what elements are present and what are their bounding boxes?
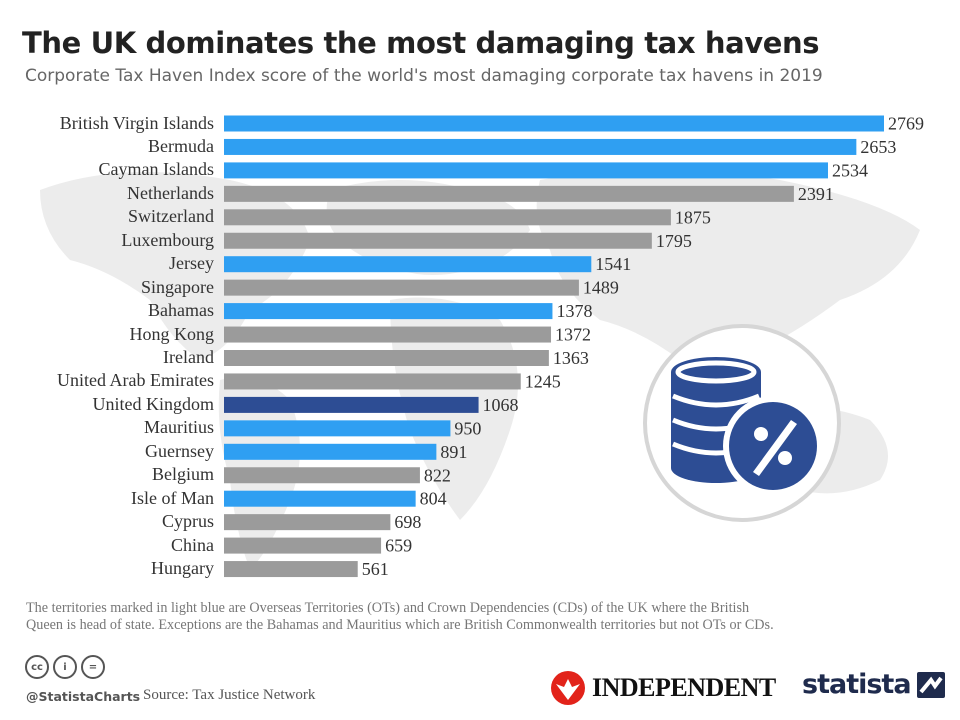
bar bbox=[224, 256, 592, 273]
bar bbox=[224, 373, 521, 390]
category-label: United Kingdom bbox=[92, 393, 215, 414]
license-icons: cc i = bbox=[25, 655, 105, 679]
category-label: Singapore bbox=[141, 276, 214, 297]
category-label: Cyprus bbox=[161, 511, 214, 532]
footnote: The territories marked in light blue are… bbox=[26, 600, 941, 634]
data-label: 1363 bbox=[553, 348, 589, 368]
data-label: 561 bbox=[362, 559, 389, 579]
bar bbox=[224, 326, 552, 343]
twitter-handle: @StatistaCharts bbox=[26, 689, 141, 704]
footnote-line-1: The territories marked in light blue are… bbox=[26, 600, 750, 616]
category-label: Luxembourg bbox=[121, 229, 214, 250]
footnote-line-2: Queen is head of state. Exceptions are t… bbox=[26, 617, 774, 633]
category-label: Ireland bbox=[163, 347, 214, 367]
category-label: Bermuda bbox=[148, 135, 214, 156]
category-label: United Arab Emirates bbox=[57, 370, 214, 391]
creative-commons-icon: cc bbox=[25, 655, 49, 679]
bar bbox=[224, 303, 553, 320]
bar bbox=[224, 443, 437, 460]
bar bbox=[224, 115, 884, 132]
data-label: 698 bbox=[394, 512, 421, 532]
statista-logo: statista bbox=[802, 669, 945, 700]
bar bbox=[224, 420, 451, 437]
bar bbox=[224, 232, 652, 249]
category-label: Belgium bbox=[152, 464, 214, 485]
data-label: 2391 bbox=[798, 184, 834, 204]
data-label: 1875 bbox=[675, 207, 711, 227]
bar bbox=[224, 561, 358, 578]
data-label: 950 bbox=[454, 418, 481, 438]
bar bbox=[224, 185, 794, 202]
category-label: Switzerland bbox=[128, 206, 214, 227]
chart-subtitle: Corporate Tax Haven Index score of the w… bbox=[25, 66, 823, 86]
data-label: 1541 bbox=[595, 254, 631, 274]
bar bbox=[224, 350, 549, 366]
category-label: Guernsey bbox=[145, 440, 214, 461]
category-label: Isle of Man bbox=[131, 487, 214, 508]
data-label: 1372 bbox=[555, 325, 591, 345]
eagle-icon bbox=[551, 671, 585, 705]
independent-wordmark: INDEPENDENT bbox=[592, 673, 776, 702]
bar bbox=[224, 514, 391, 531]
statista-wordmark: statista bbox=[802, 669, 912, 700]
data-label: 804 bbox=[420, 489, 447, 509]
data-label: 1245 bbox=[525, 371, 561, 391]
category-label: Hong Kong bbox=[129, 323, 215, 344]
data-label: 1489 bbox=[583, 278, 619, 298]
category-label: Bahamas bbox=[148, 300, 214, 321]
coin-stack-percent-icon bbox=[643, 324, 841, 522]
data-label: 1795 bbox=[656, 231, 692, 251]
chart-title: The UK dominates the most damaging tax h… bbox=[22, 26, 820, 60]
category-label: British Virgin Islands bbox=[59, 112, 214, 133]
data-label: 659 bbox=[385, 536, 412, 556]
attribution-icon: i bbox=[53, 655, 77, 679]
source-text: Source: Tax Justice Network bbox=[143, 687, 316, 703]
category-label: China bbox=[171, 534, 214, 555]
bars bbox=[224, 115, 884, 578]
data-label: 1068 bbox=[483, 395, 519, 415]
data-label: 2653 bbox=[860, 137, 896, 157]
independent-logo: INDEPENDENT bbox=[550, 670, 776, 706]
data-label: 1378 bbox=[556, 301, 592, 321]
category-label: Hungary bbox=[151, 558, 214, 579]
bar bbox=[224, 209, 671, 226]
no-derivatives-icon: = bbox=[81, 655, 105, 679]
category-label: Jersey bbox=[169, 253, 214, 274]
category-label: Cayman Islands bbox=[98, 159, 214, 180]
bar bbox=[224, 396, 479, 413]
bar bbox=[224, 467, 420, 484]
data-labels: 2769 2653 2534 2391 1875 1795 1541 1489 1378 1372… bbox=[362, 114, 924, 580]
statista-mark-icon bbox=[916, 671, 945, 698]
bar-chart: 2769 2653 2534 2391 1875 1795 1541 1489 1378 1372… bbox=[224, 114, 924, 580]
data-label: 822 bbox=[424, 465, 451, 485]
bar bbox=[224, 537, 382, 554]
bar bbox=[224, 138, 857, 155]
data-label: 2769 bbox=[888, 114, 924, 134]
bar bbox=[224, 279, 579, 296]
bar bbox=[224, 162, 828, 179]
category-label: Mauritius bbox=[144, 417, 214, 438]
bar bbox=[224, 490, 416, 507]
data-label: 891 bbox=[440, 442, 467, 462]
data-label: 2534 bbox=[832, 160, 868, 180]
category-label: Netherlands bbox=[127, 182, 214, 203]
